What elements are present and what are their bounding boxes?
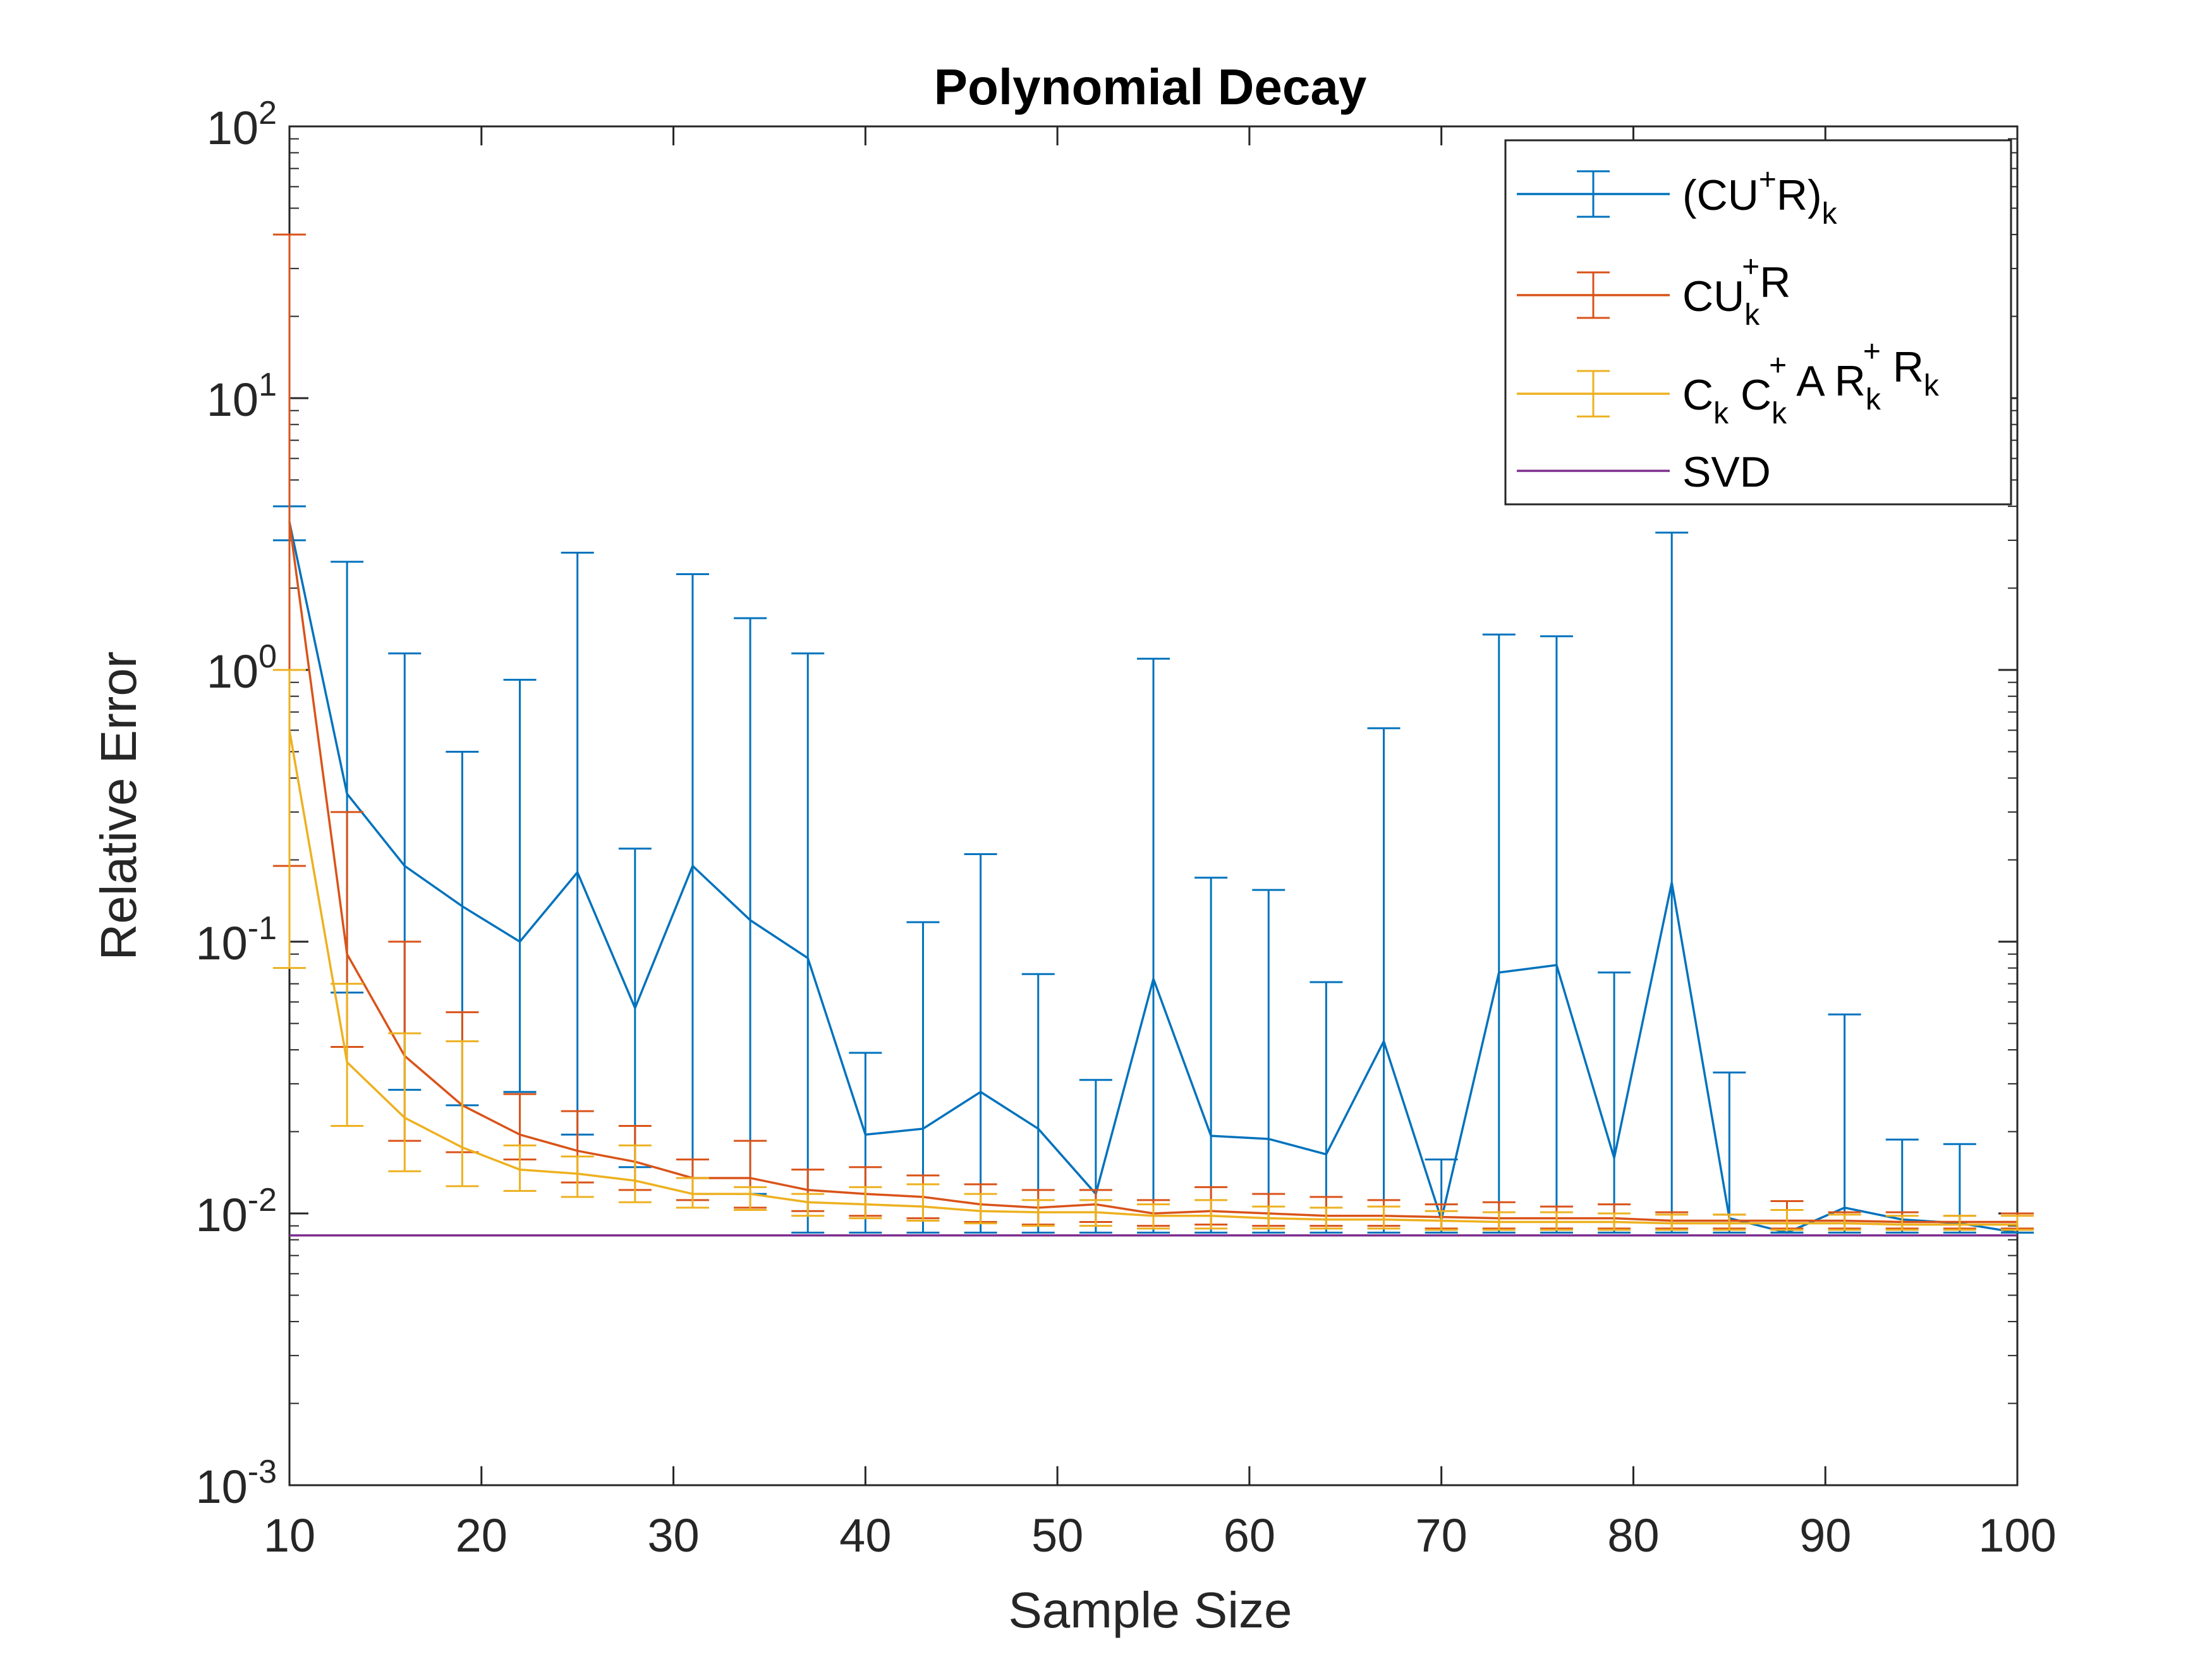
legend-label: Ck Ck+ A Rk+ Rk	[1682, 335, 1940, 430]
x-tick-label: 40	[839, 1509, 891, 1562]
legend: (CU+R)k CUk+RCk Ck+ A Rk+ Rk SVD	[1504, 139, 2012, 506]
x-tick-label: 60	[1224, 1509, 1275, 1562]
x-tick-label: 100	[1978, 1509, 2056, 1562]
x-tick-label: 80	[1607, 1509, 1659, 1562]
x-tick-label: 70	[1416, 1509, 1468, 1562]
x-tick-label: 90	[1799, 1509, 1851, 1562]
series-2	[273, 669, 2034, 1231]
legend-label: (CU+R)k	[1682, 163, 1838, 231]
y-tick-label: 10-3	[195, 1454, 277, 1513]
y-tick-label: 102	[207, 95, 277, 154]
x-tick-label: 10	[264, 1509, 315, 1562]
x-tick-label: 50	[1031, 1509, 1083, 1562]
y-axis-label: Relative Error	[90, 651, 147, 960]
legend-label: SVD	[1682, 448, 1771, 496]
legend-box	[1504, 139, 2012, 506]
y-tick-label: 101	[207, 367, 277, 426]
y-tick-label: 100	[207, 638, 277, 698]
x-axis-label: Sample Size	[1008, 1582, 1292, 1638]
chart-title: Polynomial Decay	[934, 59, 1367, 115]
y-tick-label: 10-2	[195, 1182, 277, 1241]
legend-label: CUk+R	[1682, 250, 1790, 332]
y-tick-label: 10-1	[195, 910, 277, 969]
x-tick-label: 20	[456, 1509, 507, 1562]
x-tick-label: 30	[647, 1509, 699, 1562]
